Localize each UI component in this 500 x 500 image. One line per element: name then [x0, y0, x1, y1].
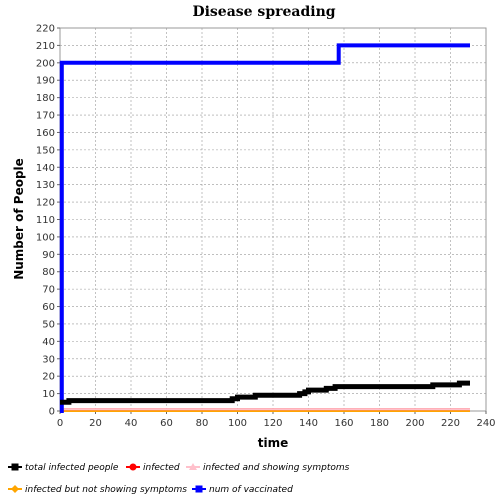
- y-tick-label: 220: [36, 24, 55, 35]
- x-tick-label: 100: [228, 418, 247, 429]
- legend-label: infected and showing symptoms: [203, 463, 350, 473]
- x-tick-label: 120: [263, 418, 282, 429]
- series-line-0: [60, 380, 470, 405]
- y-tick-label: 200: [36, 58, 55, 69]
- x-tick-label: 200: [405, 418, 424, 429]
- y-tick-label: 150: [36, 145, 55, 156]
- legend-marker: [189, 463, 197, 470]
- y-tick-label: 90: [42, 250, 55, 261]
- x-tick-label: 80: [196, 418, 209, 429]
- y-axis-ticks: 0 10 20 30 40 50 60 70 80 90 100 110 120 130 140 150 160…: [36, 24, 60, 418]
- legend-marker: [11, 485, 19, 493]
- x-tick-label: 160: [334, 418, 353, 429]
- y-tick-label: 170: [36, 111, 55, 122]
- x-tick-label: 60: [160, 418, 173, 429]
- y-tick-label: 40: [42, 337, 55, 348]
- chart-title: Disease spreading: [192, 4, 335, 20]
- y-axis-label: Number of People: [12, 158, 26, 280]
- legend-label: infected but not showing symptoms: [25, 485, 187, 495]
- y-tick-label: 110: [36, 215, 55, 226]
- legend-label: num of vaccinated: [209, 485, 293, 495]
- y-tick-label: 80: [42, 267, 55, 278]
- x-tick-label: 180: [370, 418, 389, 429]
- x-tick-label: 220: [441, 418, 460, 429]
- y-tick-label: 160: [36, 128, 55, 139]
- legend-label: infected: [143, 463, 180, 473]
- y-tick-label: 210: [36, 41, 55, 52]
- y-tick-label: 10: [42, 389, 55, 400]
- x-tick-label: 20: [89, 418, 102, 429]
- legend-marker: [11, 463, 19, 471]
- y-tick-label: 0: [49, 407, 55, 418]
- legend-marker: [129, 463, 137, 471]
- legend: total infected people infected infected an…: [8, 463, 350, 495]
- series-line-4: [59, 43, 470, 413]
- x-tick-label: 240: [476, 418, 495, 429]
- y-tick-label: 130: [36, 180, 55, 191]
- y-tick-label: 120: [36, 198, 55, 209]
- x-tick-label: 40: [125, 418, 138, 429]
- y-tick-label: 100: [36, 232, 55, 243]
- legend-label: total infected people: [25, 463, 119, 473]
- y-tick-label: 60: [42, 302, 55, 313]
- x-tick-label: 0: [57, 418, 63, 429]
- x-axis-ticks: 0 20 40 60 80 100 120 140 160 180 200 220 240: [57, 411, 496, 429]
- y-tick-label: 50: [42, 319, 55, 330]
- series-layer: [59, 43, 470, 413]
- x-axis-label: time: [258, 436, 289, 450]
- legend-marker: [195, 485, 203, 493]
- x-tick-label: 140: [299, 418, 318, 429]
- y-tick-label: 70: [42, 285, 55, 296]
- y-tick-label: 180: [36, 93, 55, 104]
- y-tick-label: 20: [42, 372, 55, 383]
- y-tick-label: 190: [36, 76, 55, 87]
- y-tick-label: 30: [42, 354, 55, 365]
- y-tick-label: 140: [36, 163, 55, 174]
